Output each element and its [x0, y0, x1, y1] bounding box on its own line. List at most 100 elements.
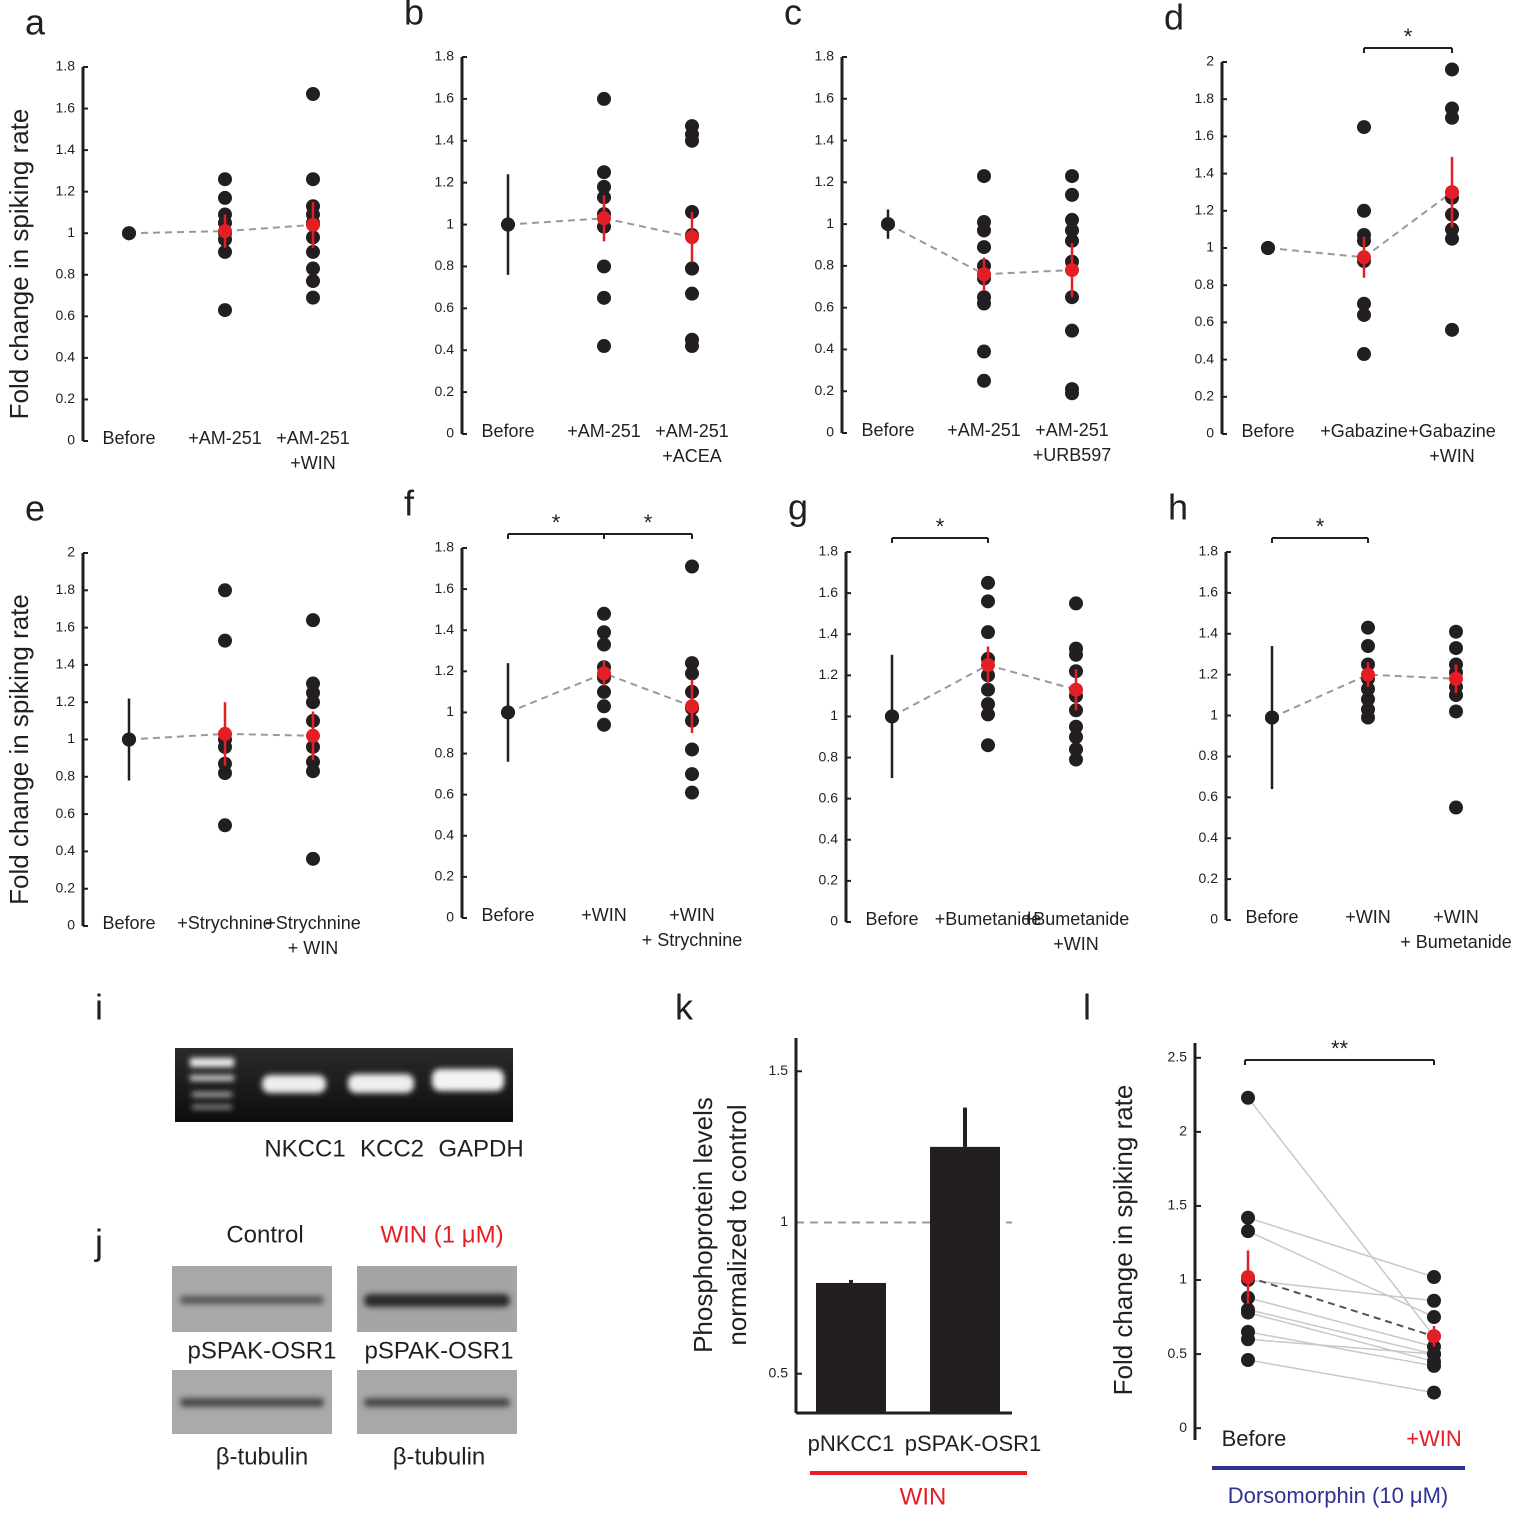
- x-tick-label: +Bumetanide: [1023, 909, 1130, 929]
- significance-label: *: [552, 510, 561, 535]
- data-point: [685, 742, 699, 757]
- data-point: [597, 625, 611, 640]
- data-point: [685, 261, 699, 276]
- y-tick-label: 0.8: [56, 265, 76, 281]
- data-point: [1427, 1310, 1441, 1325]
- y-tick-label: 1.4: [1199, 624, 1219, 640]
- significance-label: *: [1316, 514, 1325, 539]
- y-tick-label: 1: [780, 1213, 788, 1229]
- y-tick-label: 0.4: [1195, 350, 1215, 366]
- panel-letter: g: [788, 487, 808, 528]
- data-point: [1241, 1353, 1255, 1368]
- data-point: [977, 373, 991, 388]
- data-point: [306, 613, 320, 628]
- data-point: [1445, 62, 1459, 77]
- data-point: [1065, 187, 1079, 202]
- data-point: [1241, 1224, 1255, 1239]
- y-tick-label: 0.6: [1199, 788, 1219, 804]
- x-tick-label: Before: [481, 421, 534, 441]
- y-tick-label: 1.8: [1199, 543, 1219, 559]
- data-point: [981, 707, 995, 722]
- data-point: [981, 575, 995, 590]
- x-tick-label: Before: [1241, 421, 1294, 441]
- mean-point: [122, 226, 136, 241]
- data-point: [685, 286, 699, 301]
- mean-point: [1445, 185, 1459, 200]
- data-point: [1241, 1332, 1255, 1347]
- data-point: [306, 695, 320, 710]
- x-tick-label: +WIN: [1053, 934, 1099, 954]
- x-tick-label: + Bumetanide: [1400, 932, 1512, 952]
- mean-point: [685, 230, 699, 245]
- y-tick-label: 1: [446, 703, 454, 719]
- x-tick-label: +AM-251: [947, 420, 1021, 440]
- y-tick-label: 1: [826, 215, 834, 231]
- y-tick-label: 1.6: [435, 90, 455, 106]
- data-point: [306, 290, 320, 305]
- condition-label: Control: [226, 1221, 303, 1248]
- x-tick-label: Before: [865, 909, 918, 929]
- y-tick-label: 0: [446, 909, 454, 925]
- y-tick-label: 1.2: [819, 666, 839, 682]
- y-tick-label: 1.8: [435, 48, 455, 64]
- data-point: [218, 818, 232, 833]
- y-tick-label: 0: [830, 913, 838, 929]
- y-tick-label: 1.8: [56, 58, 76, 74]
- data-point: [1427, 1293, 1441, 1308]
- data-point: [1065, 223, 1079, 238]
- data-point: [685, 559, 699, 574]
- x-tick-label: +Bumetanide: [935, 909, 1042, 929]
- x-tick-label: Before: [1245, 907, 1298, 927]
- data-point: [1357, 296, 1371, 311]
- y-tick-label: 1.8: [819, 543, 839, 559]
- mean-point: [306, 728, 320, 743]
- y-tick-label: 1.2: [1195, 202, 1215, 218]
- x-tick-label: +Strychnine: [177, 913, 273, 933]
- x-tick-label: +Gabazine: [1320, 421, 1408, 441]
- y-tick-label: 0.2: [815, 382, 835, 398]
- data-point: [218, 172, 232, 187]
- y-tick-label: 0.6: [1195, 313, 1215, 329]
- x-tick-label: +Strychnine: [265, 913, 361, 933]
- y-tick-label: 1: [67, 730, 75, 746]
- data-point: [1241, 1305, 1255, 1320]
- mean-point: [1069, 682, 1083, 697]
- y-tick-label: 0.8: [1199, 747, 1219, 763]
- significance-label: *: [936, 514, 945, 539]
- x-tick-label: +WIN: [581, 905, 627, 925]
- mean-point: [977, 267, 991, 282]
- y-tick-label: 0.6: [435, 299, 455, 315]
- data-point: [1069, 596, 1083, 611]
- blot-label: β-tubulin: [216, 1443, 309, 1470]
- significance-label: *: [644, 510, 653, 535]
- y-tick-label: 0: [446, 425, 454, 441]
- y-tick-label: 1.6: [1195, 127, 1215, 143]
- y-axis-label: Phosphoprotein levels: [688, 1097, 718, 1353]
- x-tick-label: +WIN: [1345, 907, 1391, 927]
- data-point: [977, 296, 991, 311]
- blot-label: pSPAK-OSR1: [188, 1337, 337, 1364]
- mean-point: [122, 732, 136, 747]
- y-tick-label: 1.5: [769, 1062, 789, 1078]
- x-tick-label: +AM-251: [567, 421, 641, 441]
- x-tick-label: +WIN: [1429, 446, 1475, 466]
- panel-letter: b: [404, 0, 424, 33]
- bar: [816, 1282, 886, 1413]
- y-tick-label: 2: [67, 544, 75, 560]
- mean-point: [881, 217, 895, 232]
- data-point: [981, 697, 995, 712]
- y-tick-label: 0.4: [819, 830, 839, 846]
- data-point: [685, 656, 699, 671]
- mean-point: [306, 217, 320, 232]
- x-tick-label: +WIN: [290, 453, 336, 473]
- data-point: [597, 339, 611, 354]
- blot-images: [172, 1266, 517, 1434]
- pair-line: [1247, 1331, 1435, 1367]
- data-point: [1449, 624, 1463, 639]
- data-point: [306, 172, 320, 187]
- panel-letter: k: [675, 987, 694, 1028]
- mean-point: [885, 709, 899, 724]
- y-tick-label: 0.5: [1168, 1345, 1188, 1361]
- x-tick-label: + WIN: [288, 938, 339, 958]
- data-point: [1069, 647, 1083, 662]
